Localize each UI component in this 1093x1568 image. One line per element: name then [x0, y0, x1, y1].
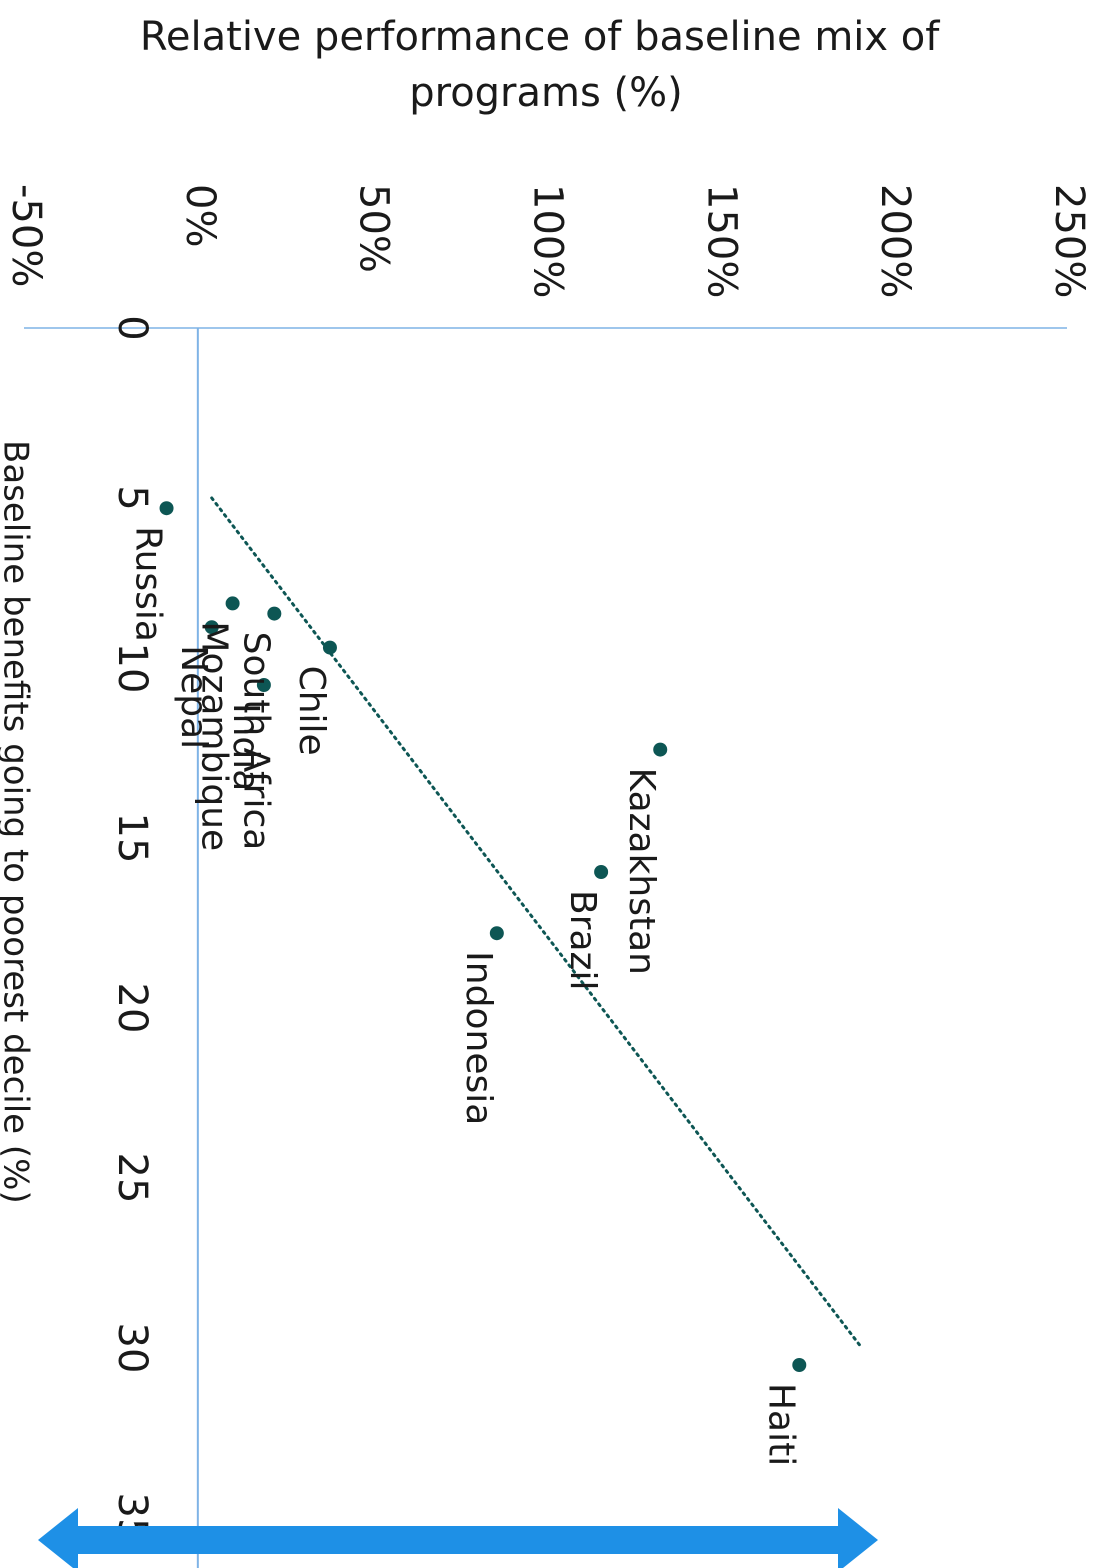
point-label: Kazakhstan: [621, 768, 662, 975]
value-axis-tick-label: 50%: [351, 184, 397, 273]
category-axis-tick-label: 10: [109, 643, 155, 694]
point-label: Brazil: [562, 890, 603, 990]
category-axis-tick-label: 0: [109, 315, 155, 340]
data-point: [489, 926, 504, 941]
data-point: [594, 865, 609, 879]
point-label: Russia: [128, 526, 169, 642]
x-axis-label: Baseline benefits going to poorest decil…: [0, 440, 36, 1204]
data-point: [792, 1358, 807, 1372]
chart-title-line-1: Relative performance of baseline mix of: [140, 14, 940, 60]
chart-title-line-2: programs (%): [409, 70, 683, 116]
data-point: [159, 501, 174, 516]
axes: [24, 327, 1067, 1568]
trendline-group: [210, 496, 864, 1350]
point-label: Nepal: [173, 645, 214, 749]
point-label: Haiti: [760, 1383, 801, 1466]
value-axis-tick-label: 100%: [525, 184, 571, 298]
category-axis-tick-label: 15: [109, 813, 155, 864]
double-arrow-shape: [38, 1508, 878, 1568]
value-axis-tick-label: -50%: [3, 184, 49, 287]
double-arrow: [38, 1508, 878, 1568]
point-label: India: [225, 703, 266, 791]
point-label: Indonesia: [458, 951, 499, 1125]
category-axis-tick-label: 20: [109, 983, 155, 1034]
value-axis-tick-labels: -50% 0% 50% 100% 150% 200% 250%: [3, 184, 1092, 298]
category-axis-tick-label: 5: [109, 485, 155, 510]
data-point: [225, 596, 240, 611]
value-axis-tick-label: 250%: [1046, 184, 1092, 298]
category-axis-tick-label: 30: [109, 1323, 155, 1374]
point-label: Mozambique: [194, 621, 235, 851]
value-axis-tick-label: 150%: [698, 184, 744, 298]
data-point: [256, 678, 271, 692]
chart-title: Relative performance of baseline mix of …: [140, 14, 952, 116]
data-point: [204, 620, 219, 635]
data-point: [653, 742, 668, 757]
data-point: [322, 640, 337, 655]
value-axis-tick-label: 0%: [177, 184, 223, 247]
trendline: [210, 496, 864, 1350]
point-label: Chile: [291, 666, 332, 756]
point-label: South Africa: [235, 632, 276, 851]
data-point: [267, 606, 282, 621]
category-axis-tick-label: 25: [109, 1153, 155, 1204]
data-points: [159, 501, 807, 1372]
value-axis-tick-label: 200%: [872, 184, 918, 298]
